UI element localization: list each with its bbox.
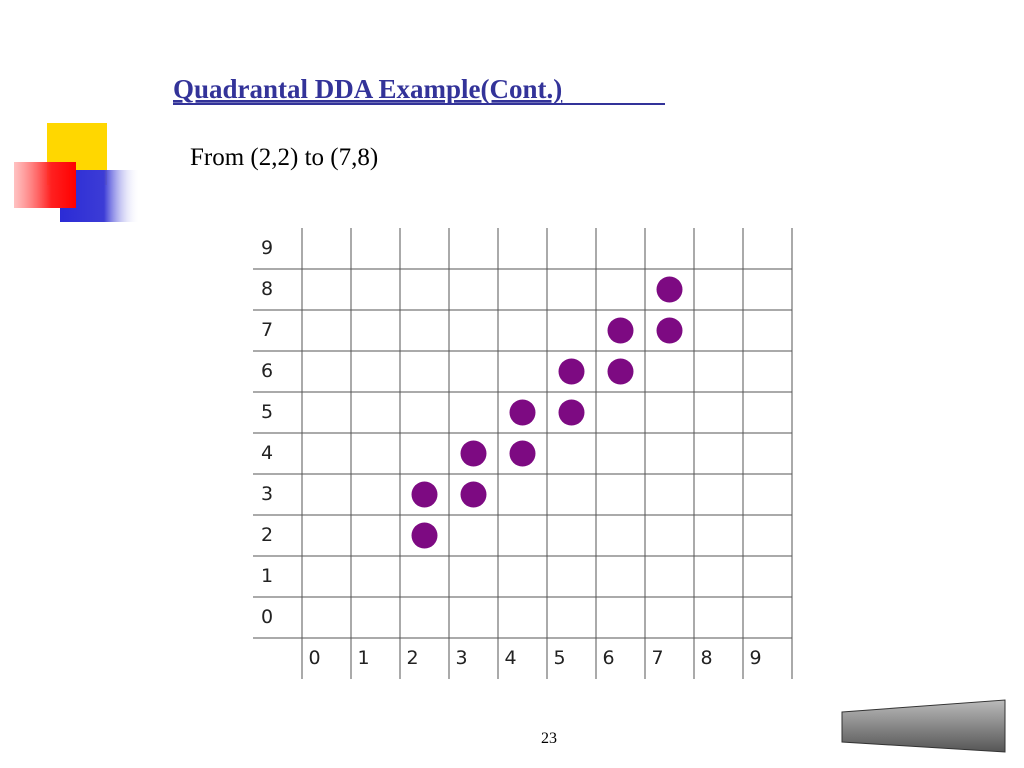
col-label: 1	[358, 647, 370, 669]
slide-subtitle: From (2,2) to (7,8)	[190, 144, 378, 171]
row-label: 2	[261, 524, 273, 546]
point	[411, 522, 438, 549]
row-label: 0	[261, 606, 273, 628]
col-label: 2	[407, 647, 419, 669]
row-label: 1	[261, 565, 273, 587]
point	[558, 358, 585, 385]
point	[656, 276, 683, 303]
row-label: 6	[261, 360, 273, 382]
col-label: 7	[652, 647, 664, 669]
col-label: 0	[309, 647, 321, 669]
row-label: 3	[261, 483, 273, 505]
col-label: 5	[554, 647, 566, 669]
col-label: 4	[505, 647, 517, 669]
col-label: 8	[701, 647, 713, 669]
deco-red	[14, 162, 76, 208]
slide-title: Quadrantal DDA Example(Cont.)	[173, 74, 562, 104]
point	[509, 440, 536, 467]
row-label: 4	[261, 442, 273, 464]
row-label: 5	[261, 401, 273, 423]
point	[656, 317, 683, 344]
point	[607, 317, 634, 344]
page-number: 23	[541, 730, 557, 747]
row-label: 9	[261, 237, 273, 259]
col-label: 6	[603, 647, 615, 669]
point	[460, 440, 487, 467]
row-label: 7	[261, 319, 273, 341]
point	[509, 399, 536, 426]
point	[558, 399, 585, 426]
logo-shape	[841, 699, 1006, 753]
point	[411, 481, 438, 508]
point	[607, 358, 634, 385]
col-label: 3	[456, 647, 468, 669]
row-label: 8	[261, 278, 273, 300]
col-label: 9	[750, 647, 762, 669]
logo	[841, 699, 1006, 753]
point	[460, 481, 487, 508]
grid: 9 8 7 6 5 4 3 2 1 0 0 1 2 3 4 5 6 7 8 9	[253, 228, 793, 679]
